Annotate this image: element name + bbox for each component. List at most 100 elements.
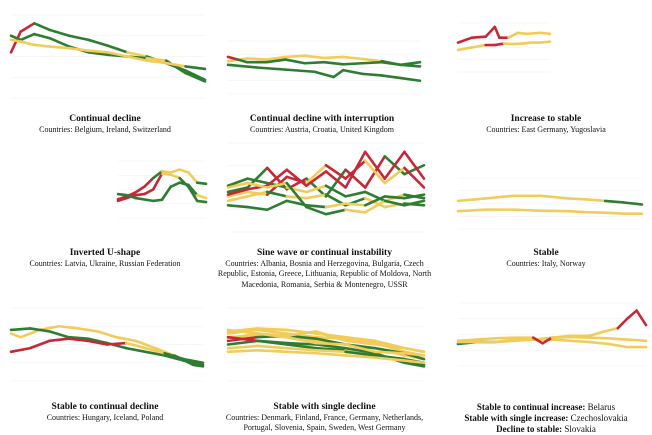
line-segment: [50, 38, 69, 46]
line-segment: [587, 212, 605, 213]
line-segment: [590, 338, 609, 339]
series-line: [228, 152, 424, 195]
line-segment: [458, 48, 472, 50]
line-segment: [637, 311, 646, 325]
panel-title: Stable: [440, 248, 652, 259]
line-segment: [552, 340, 571, 341]
chart-stable-increase-mixed: [452, 300, 648, 372]
line-segment: [552, 337, 571, 338]
series-line: [228, 192, 424, 207]
line-segment: [11, 40, 21, 42]
line-segment: [117, 337, 136, 341]
line-segment: [346, 192, 366, 196]
line-segment: [257, 350, 286, 351]
caption-inverted-u-shape: Inverted U-shape Countries: Latvia, Ukra…: [0, 248, 210, 269]
caption-line: Stable with single increase: Czechoslova…: [440, 413, 652, 424]
line-segment: [401, 78, 420, 81]
line-segment: [382, 75, 401, 78]
line-segment: [571, 337, 590, 338]
chart-continual-decline: [5, 12, 207, 104]
line-segment: [496, 341, 515, 342]
line-segment: [343, 63, 362, 64]
line-segment: [69, 48, 88, 50]
line-segment: [108, 46, 127, 53]
panel-title: Sine wave or continual instability: [217, 248, 432, 259]
line-segment: [541, 211, 569, 212]
line-segment: [267, 201, 287, 210]
line-segment: [343, 70, 362, 74]
line-segment: [305, 62, 324, 63]
line-segment: [49, 331, 68, 337]
caption-continual-decline-interruption: Continual decline with interruption Coun…: [217, 114, 427, 135]
line-segment: [247, 58, 266, 59]
line-segment: [326, 210, 346, 214]
line-segment: [171, 170, 180, 173]
line-segment: [228, 346, 257, 348]
line-segment: [334, 70, 344, 77]
line-segment: [496, 338, 515, 339]
line-segment: [21, 330, 40, 337]
line-segment: [59, 326, 78, 328]
line-segment: [343, 57, 362, 59]
line-segment: [316, 343, 345, 344]
line-segment: [228, 196, 248, 200]
line-segment: [144, 178, 153, 187]
line-segment: [97, 331, 116, 337]
line-segment: [486, 196, 514, 199]
chart-stable-single-decline: [222, 305, 426, 387]
line-segment: [286, 70, 315, 72]
line-segment: [228, 65, 257, 68]
line-segment: [50, 47, 69, 49]
line-segment: [286, 60, 305, 64]
line-segment: [136, 198, 154, 201]
line-segment: [306, 207, 326, 214]
line-segment: [590, 342, 609, 344]
line-segment: [136, 194, 145, 195]
line-segment: [21, 42, 35, 45]
line-segment: [541, 196, 569, 199]
line-segment: [541, 42, 550, 43]
line-segment: [248, 207, 268, 210]
panel-countries: Countries: Belgium, Ireland, Switzerland: [0, 125, 210, 136]
line-segment: [514, 340, 533, 341]
line-segment: [346, 152, 366, 188]
line-segment: [541, 33, 550, 34]
line-segment: [472, 45, 486, 47]
line-segment: [346, 210, 366, 213]
line-segment: [49, 339, 68, 341]
line-segment: [522, 43, 531, 44]
line-segment: [495, 27, 500, 38]
line-segment: [89, 51, 108, 53]
panel-title: Increase to stable: [440, 114, 652, 125]
line-segment: [171, 183, 180, 187]
line-segment: [11, 328, 30, 329]
line-segment: [228, 57, 238, 60]
panel-countries: Countries: East Germany, Yugoslavia: [440, 125, 652, 136]
panel-countries: Countries: Hungary, Iceland, Poland: [0, 413, 210, 424]
panel-title: Inverted U-shape: [0, 248, 210, 259]
line-segment: [197, 195, 206, 198]
line-segment: [472, 37, 486, 38]
chart-inverted-u-shape: [112, 158, 208, 224]
panel-countries: Countries: Austria, Croatia, United King…: [217, 125, 427, 136]
line-segment: [78, 328, 97, 331]
line-segment: [21, 23, 35, 31]
line-segment: [180, 183, 189, 185]
line-segment: [166, 63, 185, 66]
line-segment: [624, 202, 642, 204]
caption-continual-decline: Continual decline Countries: Belgium, Ir…: [0, 114, 210, 135]
line-segment: [89, 40, 108, 46]
line-segment: [618, 319, 627, 328]
line-segment: [382, 62, 401, 65]
line-segment: [587, 199, 605, 201]
line-segment: [458, 198, 486, 201]
line-segment: [326, 204, 346, 208]
panel-title: Continual decline with interruption: [217, 114, 427, 125]
line-segment: [362, 74, 381, 76]
series-line: [458, 340, 646, 348]
line-segment: [50, 30, 69, 36]
line-segment: [34, 45, 50, 47]
line-segment: [527, 33, 541, 34]
caption-stable: Stable Countries: Italy, Norway: [440, 248, 652, 269]
line-segment: [362, 62, 381, 63]
